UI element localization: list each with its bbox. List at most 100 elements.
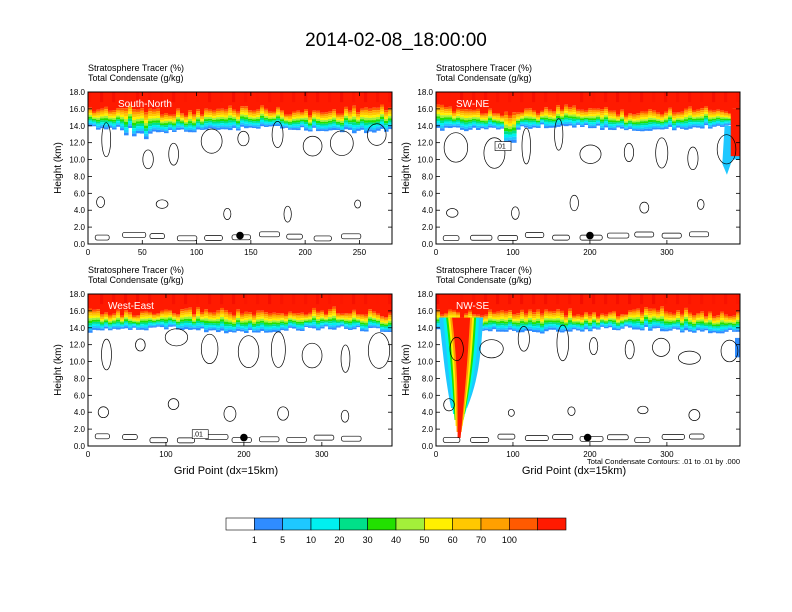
colorbar-label: 1: [252, 535, 257, 545]
tracer-cell: [324, 318, 329, 321]
tracer-cell: [220, 321, 225, 324]
tracer-cell: [348, 319, 353, 322]
tracer-cell: [140, 316, 145, 319]
tracer-cell: [480, 125, 485, 127]
tracer-cell: [732, 315, 737, 318]
tracer-cell: [520, 124, 525, 127]
tracer-cell: [464, 115, 469, 118]
tracer-cell: [612, 312, 617, 315]
tracer-cell: [580, 328, 585, 330]
tracer-cell: [696, 314, 701, 317]
tracer-cell: [608, 92, 613, 111]
tracer-cell: [380, 114, 385, 117]
tracer-cell: [380, 104, 385, 107]
tracer-cell: [668, 121, 673, 124]
tracer-cell: [600, 294, 605, 314]
tracer-cell: [280, 313, 285, 315]
contour: [470, 437, 490, 443]
tracer-cell: [136, 325, 141, 327]
tracer-cell: [604, 322, 609, 325]
tracer-cell: [264, 324, 269, 327]
tracer-cell: [280, 325, 285, 327]
tracer-cell: [588, 126, 593, 129]
tracer-cell: [292, 113, 297, 116]
tracer-cell: [688, 115, 693, 118]
tracer-cell: [100, 110, 105, 113]
tracer-cell: [304, 119, 309, 122]
tracer-cell: [500, 92, 505, 116]
tracer-cell: [684, 325, 689, 328]
tracer-cell: [160, 114, 165, 117]
tracer-cell: [676, 113, 681, 116]
tracer-cell: [296, 122, 301, 125]
tracer-cell: [100, 92, 105, 109]
tracer-cell: [292, 118, 297, 121]
tracer-cell: [232, 116, 237, 119]
tracer-cell: [512, 325, 517, 328]
tracer-cell: [196, 115, 201, 118]
tracer-cell: [196, 109, 201, 112]
tracer-cell: [604, 92, 609, 108]
tracer-cell: [524, 112, 529, 115]
tracer-cell: [160, 92, 165, 115]
tracer-cell: [132, 317, 137, 319]
tracer-cell: [368, 115, 373, 118]
tracer-cell: [532, 112, 537, 114]
tracer-cell: [152, 122, 157, 125]
tracer-cell: [108, 112, 113, 115]
tracer-cell: [516, 322, 521, 325]
tracer-cell: [224, 127, 229, 130]
tracer-cell: [536, 325, 541, 328]
tracer-cell: [656, 294, 661, 311]
tracer-cell: [520, 120, 525, 122]
tracer-cell: [596, 112, 601, 114]
tracer-cell: [252, 318, 257, 321]
tracer-cell: [692, 123, 697, 126]
contour: [340, 344, 351, 373]
tracer-cell: [580, 294, 585, 316]
tracer-cell: [568, 123, 573, 126]
tracer-cell: [164, 121, 169, 124]
tracer-cell: [484, 113, 489, 115]
tracer-cell: [628, 315, 633, 318]
tracer-cell: [724, 120, 729, 122]
tracer-cell: [636, 321, 641, 324]
tracer-cell: [456, 119, 461, 122]
tracer-cell: [228, 115, 233, 118]
tracer-cell: [116, 119, 121, 122]
tracer-cell: [108, 325, 113, 328]
contour: [449, 336, 464, 362]
tracer-cell: [152, 127, 157, 130]
tracer-cell: [492, 294, 497, 313]
tracer-cell: [500, 294, 505, 311]
tracer-cell: [208, 323, 213, 325]
tracer-cell: [504, 311, 509, 314]
tracer-cell: [256, 120, 261, 123]
tracer-cell: [160, 121, 165, 124]
tracer-streak: [472, 92, 476, 103]
tracer-cell: [496, 122, 501, 125]
tracer-streak: [268, 92, 272, 103]
tracer-cell: [292, 322, 297, 324]
tracer-cell: [596, 123, 601, 126]
tracer-cell: [172, 325, 177, 327]
tracer-cell: [240, 116, 245, 119]
x-tick-label: 200: [237, 450, 251, 459]
tracer-cell: [288, 294, 293, 312]
tracer-cell: [564, 315, 569, 318]
tracer-cell: [276, 313, 281, 316]
tracer-cell: [560, 109, 565, 112]
tracer-cell: [544, 313, 549, 317]
tracer-cell: [192, 121, 197, 124]
tracer-cell: [280, 316, 285, 319]
tracer-cell: [156, 127, 161, 130]
tracer-cell: [504, 319, 509, 322]
tracer-cell: [484, 119, 489, 122]
tracer-cell: [96, 111, 101, 114]
tracer-cell: [576, 320, 581, 323]
tracer-cell: [332, 127, 337, 131]
tracer-cell: [328, 124, 333, 127]
tracer-cell: [112, 115, 117, 118]
location-marker: [586, 231, 594, 240]
y-tick-label: 12.0: [417, 341, 433, 350]
